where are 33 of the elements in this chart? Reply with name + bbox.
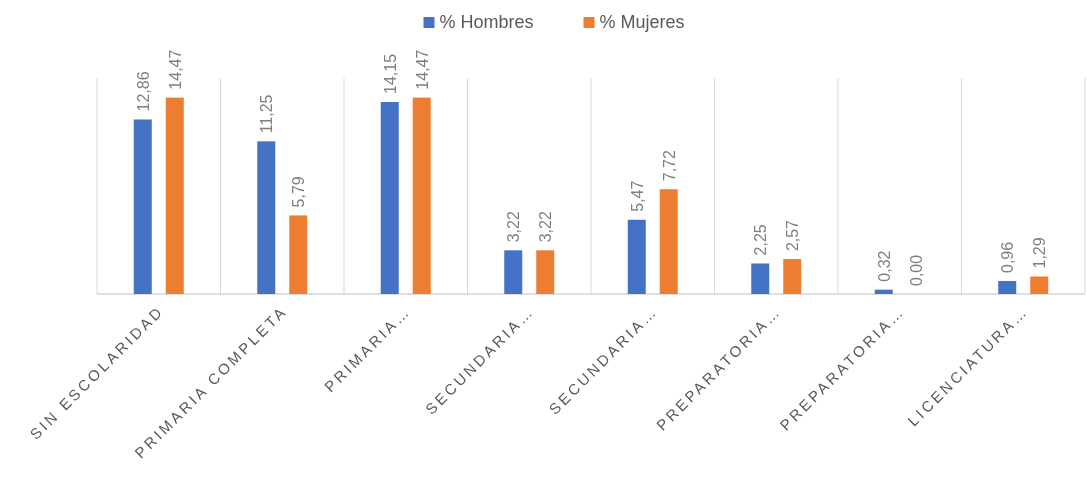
data-label: 0,00 bbox=[907, 254, 925, 286]
data-label: 14,15 bbox=[381, 53, 399, 94]
data-label: 7,72 bbox=[660, 149, 678, 182]
data-label: 3,22 bbox=[537, 211, 555, 243]
data-label: 12,86 bbox=[134, 71, 152, 112]
bar bbox=[998, 280, 1017, 294]
data-label: 5,47 bbox=[628, 180, 646, 212]
bar bbox=[504, 250, 523, 294]
data-label: 2,57 bbox=[784, 219, 802, 252]
bar bbox=[412, 97, 431, 294]
bar bbox=[783, 259, 802, 294]
bar bbox=[165, 97, 184, 294]
bar bbox=[874, 289, 893, 294]
data-label: 3,22 bbox=[505, 211, 523, 243]
bar bbox=[257, 141, 276, 294]
data-label: 1,29 bbox=[1031, 237, 1049, 269]
legend-label: % Mujeres bbox=[599, 12, 685, 32]
bar bbox=[627, 219, 646, 294]
bar bbox=[751, 263, 770, 294]
legend-label: % Hombres bbox=[439, 12, 534, 32]
data-label: 2,25 bbox=[752, 224, 770, 256]
bar bbox=[536, 250, 555, 294]
bar bbox=[659, 189, 678, 294]
data-label: 14,47 bbox=[413, 49, 431, 90]
data-label: 14,47 bbox=[166, 49, 184, 90]
data-label: 0,96 bbox=[999, 241, 1017, 273]
bar bbox=[1030, 276, 1049, 294]
data-label: 11,25 bbox=[258, 94, 276, 134]
bar bbox=[133, 119, 152, 294]
data-label: 0,32 bbox=[875, 250, 893, 282]
bar bbox=[380, 101, 399, 294]
data-label: 5,79 bbox=[290, 176, 308, 208]
bar bbox=[289, 215, 308, 294]
